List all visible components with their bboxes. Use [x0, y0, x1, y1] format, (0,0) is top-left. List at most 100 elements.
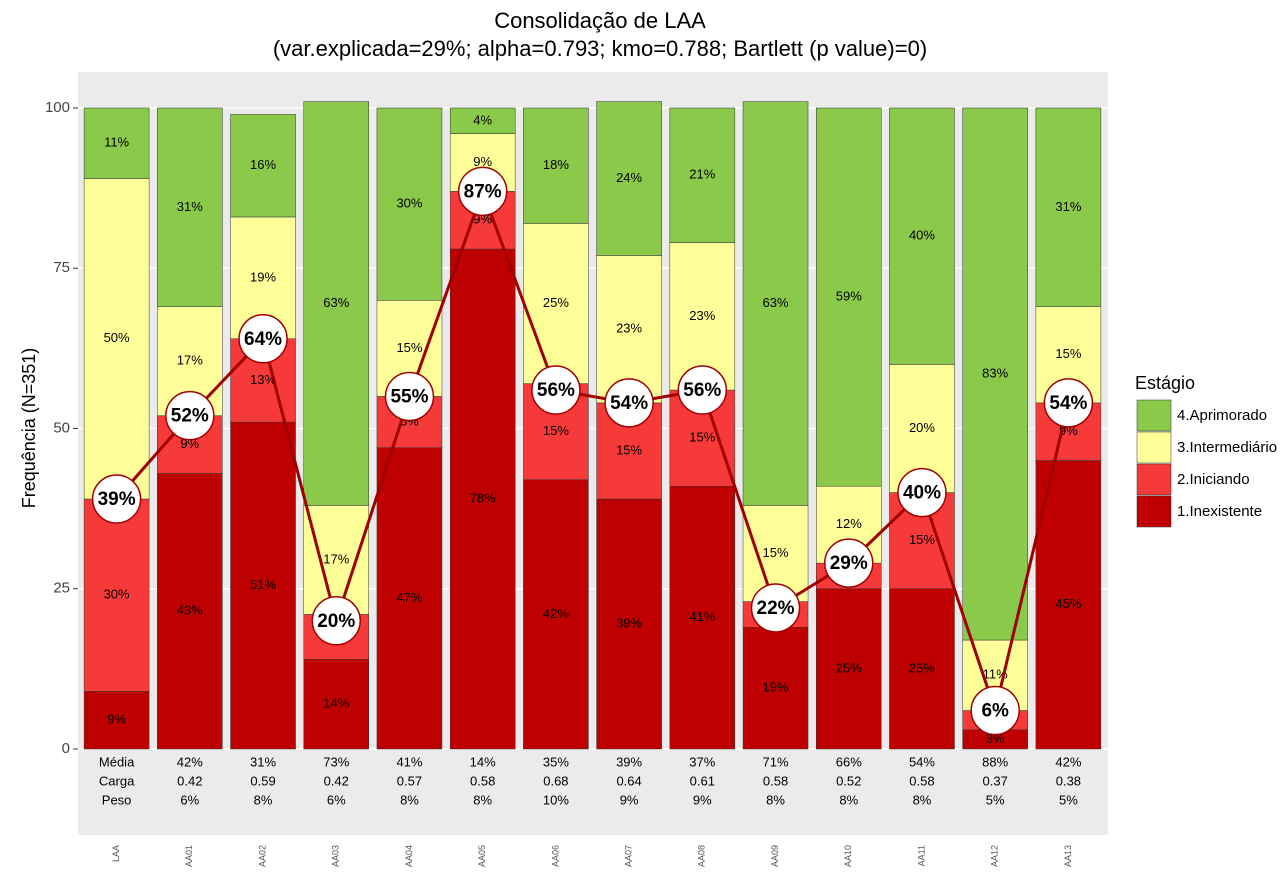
x-tick-label: AA09: [770, 845, 780, 867]
table-cell: 66%: [836, 754, 862, 769]
segment-label: 4%: [473, 112, 492, 127]
segment-label: 13%: [250, 372, 276, 387]
table-cell: 8%: [839, 792, 858, 807]
table-cell: 39%: [616, 754, 642, 769]
bar-segment: [523, 107, 589, 224]
segment-label: 19%: [250, 269, 276, 284]
segment-label: 24%: [616, 170, 642, 185]
line-point: [457, 166, 508, 217]
line-label: 6%: [981, 701, 1009, 722]
bar-segment: [1035, 460, 1102, 750]
line-label: 39%: [98, 489, 136, 510]
x-tick-label: AA05: [477, 845, 487, 867]
bar-segment: [669, 485, 736, 750]
line-label: 55%: [390, 386, 428, 407]
line-point: [970, 685, 1020, 736]
x-tick-label: AA10: [843, 845, 853, 867]
table-row-label: Carga: [99, 773, 135, 788]
bar-segment: [816, 588, 882, 750]
bar-segment: [816, 107, 882, 487]
table-cell: 73%: [323, 754, 349, 769]
legend-key: [1136, 399, 1172, 432]
segment-label: 63%: [323, 295, 349, 310]
table-cell: 0.38: [1056, 773, 1081, 788]
line-point: [1043, 378, 1094, 428]
segment-label: 42%: [543, 606, 569, 621]
table-cell: 0.37: [983, 773, 1008, 788]
segment-label: 25%: [543, 295, 569, 310]
x-tick-label: AA06: [550, 845, 560, 867]
segment-label: 15%: [909, 532, 935, 547]
segment-label: 9%: [473, 154, 492, 169]
table-cell: 42%: [177, 754, 203, 769]
segment-label: 15%: [763, 545, 789, 560]
line-point: [165, 390, 215, 441]
segment-label: 20%: [909, 420, 935, 435]
bar-segment: [1035, 107, 1102, 307]
x-tick-label: LAA: [111, 845, 121, 862]
x-tick-label: AA01: [184, 845, 194, 867]
line-point: [384, 371, 435, 422]
table-row-label: Peso: [102, 792, 132, 807]
line-point: [531, 365, 581, 415]
segment-label: 78%: [470, 490, 496, 505]
line-point: [677, 365, 728, 415]
line-label: 56%: [683, 380, 721, 401]
segment-label: 50%: [104, 330, 130, 345]
bar-segment: [523, 223, 589, 384]
segment-label: 18%: [543, 157, 569, 172]
bar-segment: [303, 101, 369, 506]
bar-segment: [83, 107, 150, 179]
segment-label: 21%: [689, 167, 715, 182]
bar-segment: [83, 498, 150, 692]
table-cell: 54%: [909, 754, 935, 769]
line-label: 87%: [464, 181, 502, 202]
table-cell: 8%: [254, 792, 273, 807]
segment-label: 25%: [909, 660, 935, 675]
legend-key: [1136, 431, 1172, 464]
table-cell: 88%: [982, 754, 1008, 769]
legend-label: 4.Aprimorado: [1177, 407, 1267, 424]
bar-segment: [83, 178, 150, 500]
segment-label: 12%: [836, 516, 862, 531]
line-point: [897, 467, 947, 518]
bar-segment: [303, 659, 369, 750]
segment-label: 40%: [909, 228, 935, 243]
table-cell: 9%: [693, 792, 712, 807]
line-point: [750, 583, 801, 633]
segment-label: 15%: [616, 442, 642, 457]
table-cell: 14%: [470, 754, 496, 769]
x-tick-label: AA03: [331, 845, 341, 867]
bar-segment: [230, 421, 296, 750]
segment-label: 31%: [177, 199, 203, 214]
bar-segment: [742, 626, 809, 750]
x-tick-label: AA12: [990, 845, 1000, 867]
table-cell: 0.59: [250, 773, 275, 788]
line-point: [91, 474, 142, 524]
line-label: 29%: [830, 553, 868, 574]
table-cell: 0.58: [763, 773, 788, 788]
y-tick-label: 100: [45, 99, 70, 116]
y-tick-label: 0: [62, 740, 70, 757]
line-label: 54%: [1049, 393, 1087, 414]
segment-label: 19%: [763, 680, 789, 695]
table-cell: 71%: [763, 754, 789, 769]
table-cell: 8%: [473, 792, 492, 807]
line-label: 54%: [610, 393, 648, 414]
bar-segment: [157, 473, 223, 750]
legend-key: [1136, 463, 1172, 496]
line-point: [604, 378, 654, 428]
legend-key: [1136, 495, 1172, 528]
table-cell: 0.42: [324, 773, 349, 788]
table-cell: 8%: [400, 792, 419, 807]
segment-label: 51%: [250, 577, 276, 592]
bar-segment: [962, 107, 1028, 641]
line-point: [238, 314, 288, 364]
bar-segment: [742, 101, 809, 506]
segment-label: 43%: [177, 603, 203, 618]
table-cell: 6%: [180, 792, 199, 807]
segment-label: 31%: [1055, 199, 1081, 214]
line-point: [824, 538, 874, 588]
segment-label: 63%: [763, 295, 789, 310]
segment-label: 30%: [104, 587, 130, 602]
